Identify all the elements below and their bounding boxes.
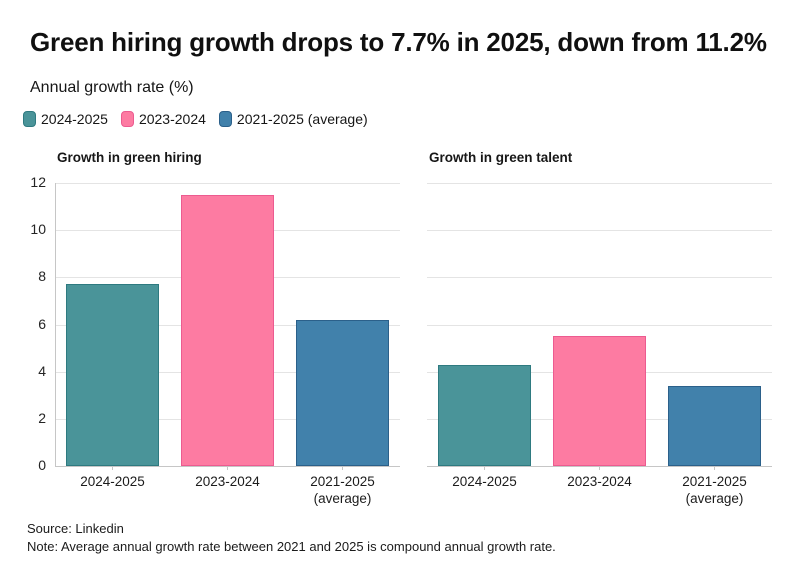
legend-swatch-icon bbox=[23, 111, 36, 127]
source-text: Source: Linkedin bbox=[27, 521, 124, 536]
legend-item: 2024-2025 bbox=[23, 111, 108, 127]
chart-green-talent: Growth in green talent 2024-2025 2023-202… bbox=[427, 148, 772, 573]
y-tick-label: 2 bbox=[38, 409, 46, 426]
bar-2024-2025 bbox=[438, 364, 531, 466]
chart-title: Growth in green talent bbox=[429, 150, 573, 165]
chart-green-hiring: Growth in green hiring 2024-2025 2023-202… bbox=[55, 148, 400, 573]
x-tick-label: 2023-2024 bbox=[567, 474, 632, 489]
chart-title: Growth in green hiring bbox=[57, 150, 202, 165]
x-tick bbox=[484, 466, 485, 470]
plot-area bbox=[55, 183, 400, 467]
x-axis: 2024-2025 2023-2024 2021-2025 (average) bbox=[427, 466, 772, 526]
x-tick bbox=[599, 466, 600, 470]
legend-swatch-icon bbox=[218, 111, 232, 127]
note-text: Note: Average annual growth rate between… bbox=[27, 539, 556, 554]
x-tick-label: 2024-2025 bbox=[452, 474, 517, 489]
bar-2024-2025 bbox=[66, 284, 159, 466]
x-axis: 2024-2025 2023-2024 2021-2025 (average) bbox=[55, 466, 400, 526]
legend-item: 2023-2024 bbox=[120, 111, 206, 127]
x-tick bbox=[714, 466, 715, 470]
legend-swatch-icon bbox=[120, 111, 134, 127]
bar-2021-2025-average- bbox=[668, 385, 761, 466]
x-tick-label: 2023-2024 bbox=[195, 474, 260, 489]
y-tick-label: 8 bbox=[38, 268, 46, 285]
legend-label: 2024-2025 bbox=[41, 111, 108, 127]
legend: 2024-2025 2023-2024 2021-2025 (average) bbox=[23, 111, 368, 127]
y-tick-label: 10 bbox=[30, 221, 46, 238]
x-tick bbox=[227, 466, 228, 470]
bar-2023-2024 bbox=[181, 194, 274, 466]
gridline bbox=[427, 183, 772, 184]
legend-label: 2023-2024 bbox=[138, 111, 206, 127]
bar-2023-2024 bbox=[553, 336, 646, 466]
x-tick bbox=[342, 466, 343, 470]
gridline bbox=[427, 325, 772, 326]
y-tick-label: 6 bbox=[38, 315, 46, 332]
x-tick-label: 2021-2025 (average) bbox=[682, 474, 747, 506]
y-axis-line bbox=[55, 183, 56, 467]
x-tick-label: 2024-2025 bbox=[80, 474, 145, 489]
page-title: Green hiring growth drops to 7.7% in 202… bbox=[30, 27, 767, 57]
x-tick-label: 2021-2025 (average) bbox=[310, 474, 375, 506]
chart-subtitle: Annual growth rate (%) bbox=[30, 79, 194, 96]
legend-item: 2021-2025 (average) bbox=[218, 111, 368, 127]
y-axis: 0 2 4 6 8 10 12 bbox=[12, 174, 46, 473]
gridline bbox=[55, 183, 400, 184]
y-tick-label: 4 bbox=[38, 362, 46, 379]
gridline bbox=[427, 277, 772, 278]
y-tick-label: 12 bbox=[30, 174, 46, 190]
legend-label: 2021-2025 (average) bbox=[236, 111, 368, 127]
y-tick-label: 0 bbox=[38, 457, 46, 473]
plot-area bbox=[427, 183, 772, 467]
gridline bbox=[427, 230, 772, 231]
bar-2021-2025-average- bbox=[296, 319, 389, 466]
x-tick bbox=[112, 466, 113, 470]
